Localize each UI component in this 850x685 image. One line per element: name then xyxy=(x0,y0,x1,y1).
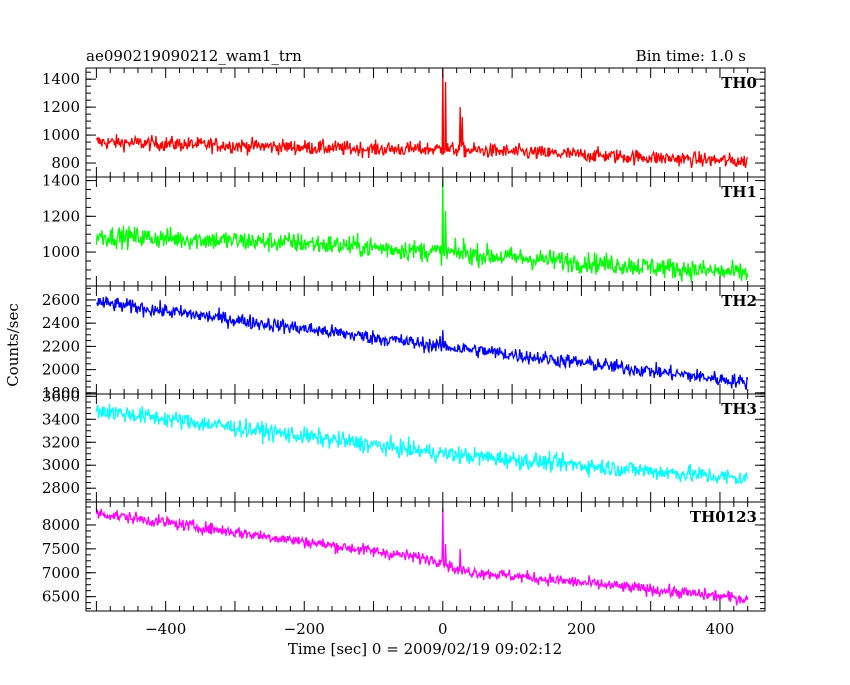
y-tick-label: 2200 xyxy=(42,337,80,355)
y-tick-label: 2800 xyxy=(42,479,80,497)
panel-th0123: 6500 7000 7500 8000 TH0123 xyxy=(42,501,766,612)
bin-time-label: Bin time: 1.0 s xyxy=(636,47,746,65)
panel-th2: 1800 2000 2200 2400 2600 TH2 xyxy=(42,285,766,402)
x-axis-label: Time [sec] 0 = 2009/02/19 09:02:12 xyxy=(288,640,562,658)
series-line-th3 xyxy=(95,403,749,485)
y-tick-label: 2400 xyxy=(42,314,80,332)
x-tick-label: −200 xyxy=(284,620,325,638)
y-tick-label: 1800 xyxy=(42,384,80,402)
y-tick-label: 2000 xyxy=(42,361,80,379)
panel-frame xyxy=(85,285,766,395)
series-label-th1: TH1 xyxy=(721,183,757,201)
y-tick-label: 7500 xyxy=(42,540,80,558)
series-label-th2: TH2 xyxy=(721,292,757,310)
y-tick-label: 1000 xyxy=(42,126,80,144)
panel-frame xyxy=(85,393,766,503)
y-tick-label: 3200 xyxy=(42,433,80,451)
x-tick-label: 400 xyxy=(706,620,735,638)
y-tick-label: 3600 xyxy=(42,387,80,405)
series-line-th2 xyxy=(96,296,749,390)
x-tick-label: −400 xyxy=(145,620,186,638)
series-line-th0 xyxy=(95,68,749,169)
panel-th0: 800 1000 1200 1400 TH0 xyxy=(42,67,766,178)
y-tick-label: 1200 xyxy=(42,207,80,225)
series-line-th1 xyxy=(95,178,749,283)
y-tick-label: 1400 xyxy=(42,70,80,88)
panel-frame xyxy=(85,501,766,612)
y-tick-label: 1000 xyxy=(42,243,80,261)
y-tick-label: 800 xyxy=(51,154,80,172)
panel-th1: 1000 1200 1400 TH1 xyxy=(42,172,766,287)
y-tick-label: 7000 xyxy=(42,564,80,582)
series-label-th0: TH0 xyxy=(721,74,757,92)
x-tick-label: 200 xyxy=(567,620,596,638)
panel-frame xyxy=(85,67,766,178)
chart-title: ae090219090212_wam1_trn xyxy=(86,47,302,65)
y-tick-label: 2600 xyxy=(42,291,80,309)
panels-group: 800 1000 1200 1400 TH0 1000 1200 1400 TH1 1800 200… xyxy=(42,67,766,638)
series-label-th3: TH3 xyxy=(721,400,757,418)
y-tick-label: 3400 xyxy=(42,410,80,428)
x-tick-label: 0 xyxy=(438,620,448,638)
panel-th3: 2800 3000 3200 3400 3600 TH3 xyxy=(42,387,766,503)
y-tick-label: 1400 xyxy=(42,172,80,190)
y-tick-label: 6500 xyxy=(42,588,80,606)
series-line-th0123 xyxy=(95,508,749,606)
y-tick-label: 1200 xyxy=(42,98,80,116)
series-label-th0123: TH0123 xyxy=(690,508,757,526)
y-axis-label: Counts/sec xyxy=(4,303,22,387)
y-tick-label: 3000 xyxy=(42,456,80,474)
y-tick-label: 8000 xyxy=(42,516,80,534)
